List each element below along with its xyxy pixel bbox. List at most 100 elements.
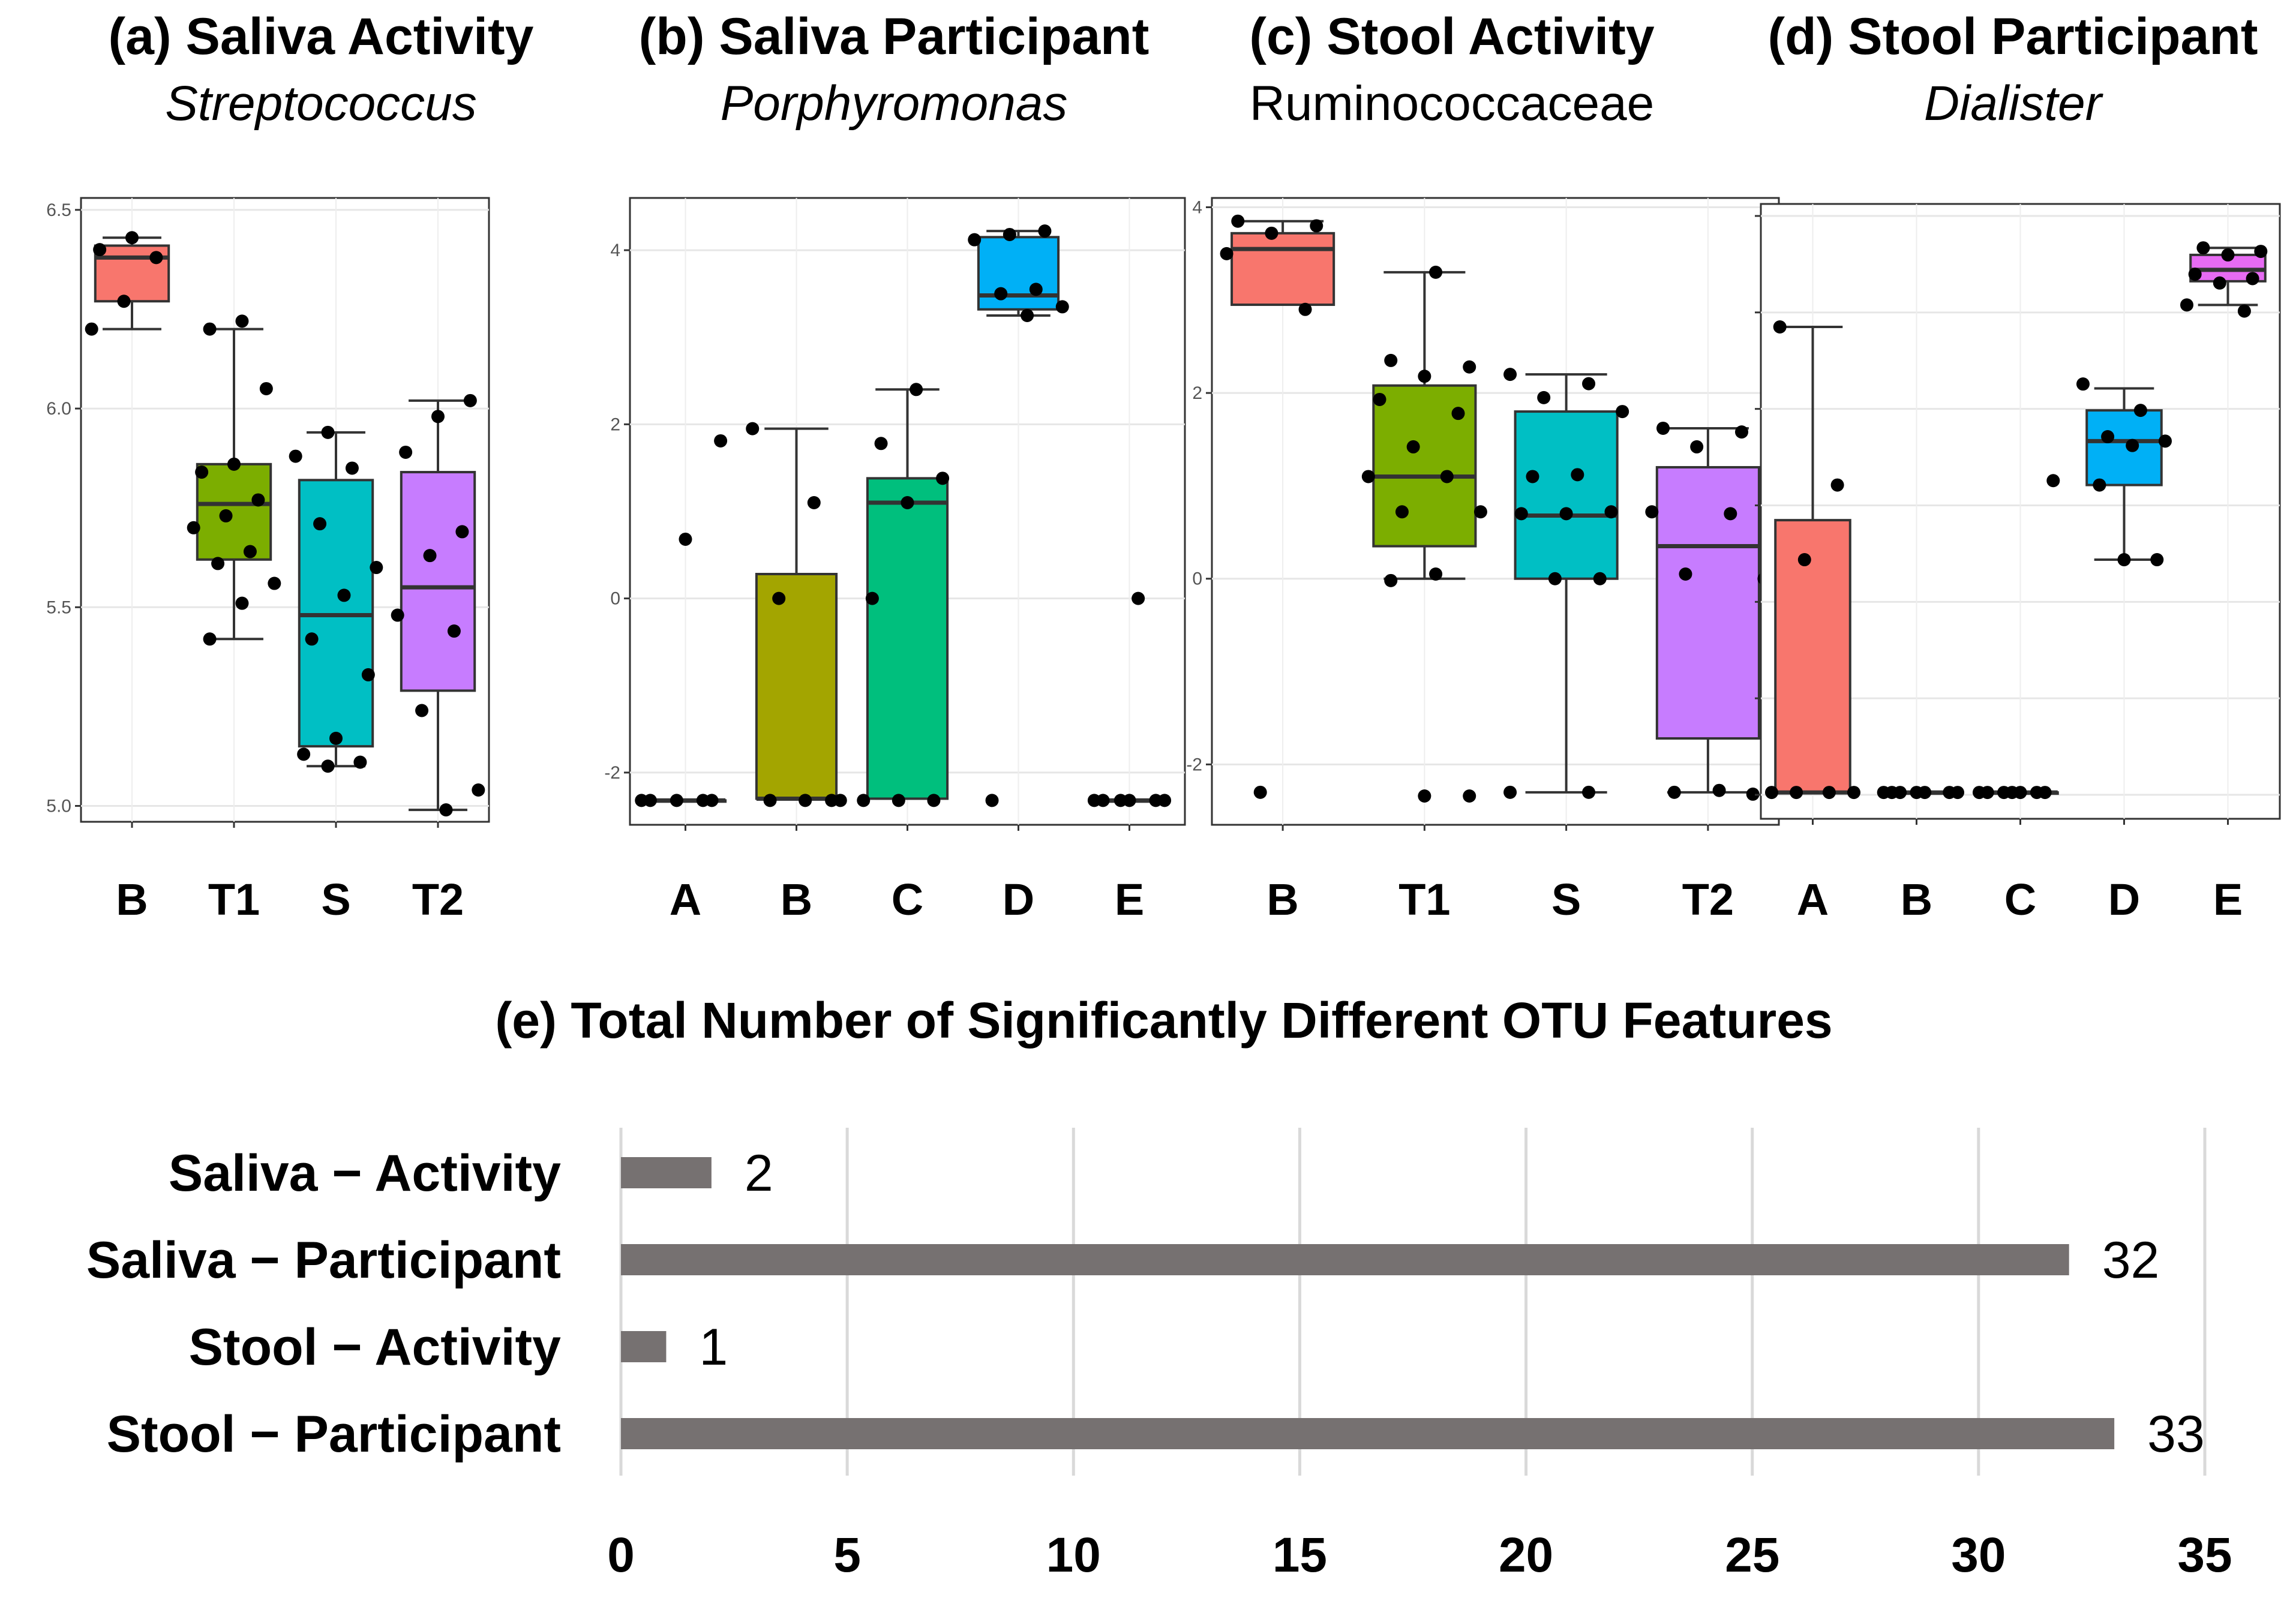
box-T2: [391, 394, 485, 817]
bar-category-labels: Saliva − Activity Saliva − Participant Sto…: [86, 1145, 561, 1463]
data-point: [439, 803, 453, 817]
data-point: [1418, 789, 1431, 803]
data-point: [1593, 572, 1607, 585]
data-point: [1298, 302, 1312, 316]
box-B: [746, 422, 847, 807]
panel-title: (a) Saliva Activity: [109, 8, 534, 65]
data-point: [361, 668, 375, 681]
data-point: [1003, 227, 1016, 241]
data-point: [2076, 377, 2090, 391]
bar-category-label: Stool − Participant: [107, 1405, 561, 1463]
data-point: [927, 794, 941, 807]
boxplot-panels: (a) Saliva Activity Streptococcus 5.0 5.5 6.…: [46, 8, 2281, 924]
data-point: [211, 557, 225, 570]
data-point: [1790, 786, 1803, 800]
data-point: [1265, 226, 1278, 240]
bar-category-label: Saliva − Activity: [169, 1145, 561, 1202]
category-label: A: [670, 875, 701, 924]
box-body: [1655, 465, 1760, 740]
box-T2: [1645, 421, 1771, 801]
category-label: E: [1115, 875, 1144, 924]
data-point: [714, 434, 728, 447]
data-point: [763, 794, 777, 807]
data-point: [1571, 468, 1584, 482]
box-body: [1514, 410, 1619, 580]
data-point: [337, 588, 351, 602]
box-body: [1230, 232, 1335, 307]
category-label: C: [2004, 875, 2036, 924]
data-point: [2188, 268, 2202, 281]
data-point: [305, 632, 319, 646]
data-point: [746, 422, 760, 435]
category-label: B: [1901, 875, 1932, 924]
panel-subtitle: Ruminococcaceae: [1250, 76, 1655, 131]
data-point: [2093, 478, 2106, 492]
data-point: [1690, 440, 1704, 453]
data-point: [1220, 247, 1233, 260]
y-tick-label: -2: [1186, 755, 1202, 774]
data-point: [865, 591, 879, 605]
bar-chart-title: (e) Total Number of Significantly Differ…: [495, 992, 1832, 1049]
data-point: [431, 410, 445, 423]
bar: [621, 1331, 667, 1362]
data-point: [391, 608, 404, 622]
data-point: [1253, 785, 1267, 799]
data-point: [705, 794, 719, 807]
y-tick-label: 5.5: [46, 597, 71, 617]
data-point: [1746, 787, 1760, 801]
data-point: [1373, 392, 1386, 406]
bar-value-label: 32: [2102, 1231, 2160, 1289]
data-point: [1951, 786, 1965, 800]
data-point: [1021, 308, 1034, 322]
data-point: [219, 509, 233, 522]
panel-title: (d) Stool Participant: [1768, 8, 2258, 65]
category-label: B: [1266, 875, 1298, 924]
category-label: B: [116, 875, 148, 924]
data-point: [289, 449, 302, 463]
x-tick-label: 5: [833, 1528, 861, 1582]
data-point: [1514, 507, 1528, 521]
data-point: [874, 437, 888, 450]
category-label: E: [2213, 875, 2243, 924]
data-point: [321, 425, 335, 439]
data-point: [297, 747, 311, 761]
data-point: [1384, 573, 1398, 587]
data-point: [1231, 214, 1245, 228]
data-point: [2101, 430, 2115, 444]
data-point: [463, 394, 477, 407]
box-body: [977, 236, 1060, 311]
data-point: [1656, 421, 1670, 435]
data-point: [2126, 438, 2139, 452]
panel-d: (d) Stool Participant Dialister A B C D E: [1755, 8, 2281, 924]
data-point: [415, 704, 429, 717]
panel-subtitle: Streptococcus: [165, 76, 477, 131]
box-A: [635, 434, 728, 807]
category-label: S: [1551, 875, 1581, 924]
data-point: [2117, 553, 2131, 567]
data-point: [1503, 785, 1517, 799]
data-point: [1735, 425, 1749, 439]
data-point: [807, 495, 821, 509]
data-point: [85, 322, 98, 336]
box-S: [289, 425, 383, 773]
data-point: [203, 322, 217, 336]
data-point: [2221, 248, 2235, 262]
category-label: T1: [208, 875, 260, 924]
data-point: [1463, 789, 1476, 803]
data-point: [125, 231, 139, 245]
bar-value-label: 33: [2147, 1405, 2205, 1463]
bar-chart-e: (e) Total Number of Significantly Differ…: [86, 992, 2232, 1582]
y-tick-label: 6.0: [46, 399, 71, 419]
box-E: [2180, 241, 2268, 318]
data-point: [1451, 407, 1465, 420]
data-point: [1893, 786, 1907, 800]
data-point: [679, 532, 692, 546]
data-point: [1604, 505, 1618, 519]
data-point: [2246, 272, 2259, 286]
bar-value-label: 2: [745, 1145, 773, 1202]
category-label: T2: [1682, 875, 1734, 924]
data-point: [203, 632, 217, 646]
y-tick-label: 2: [610, 414, 620, 434]
panel-title: (c) Stool Activity: [1249, 8, 1654, 65]
data-point: [2013, 786, 2027, 800]
